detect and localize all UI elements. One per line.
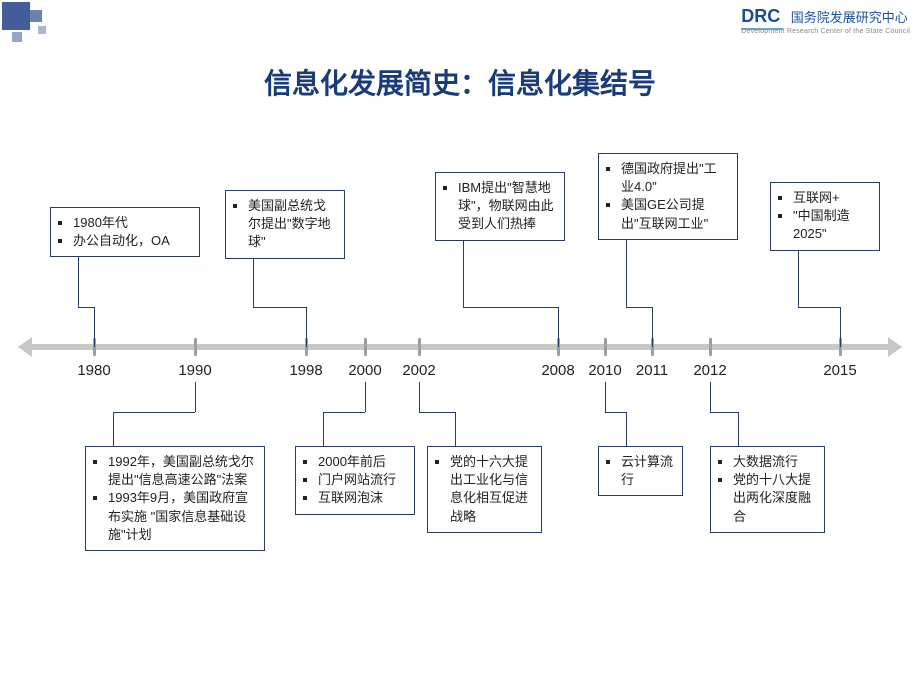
connector [798,251,799,307]
timeline-tick-label: 2010 [588,362,621,379]
event-item: 1993年9月，美国政府宣布实施 "国家信息基础设施"计划 [108,489,256,544]
event-item: 互联网泡沫 [318,489,406,507]
timeline-tick [194,338,197,356]
connector [455,412,456,446]
event-box: 党的十六大提出工业化与信息化相互促进战略 [427,446,542,533]
event-box: 大数据流行党的十八大提出两化深度融合 [710,446,825,533]
connector [323,412,365,413]
timeline-tick-label: 1998 [289,362,322,379]
event-box: 德国政府提出"工业4.0"美国GE公司提出"互联网工业" [598,153,738,240]
event-box: 1980年代办公自动化，OA [50,207,200,257]
logo-cn: 国务院发展研究中心 [791,7,908,26]
connector [463,307,558,308]
event-item: 德国政府提出"工业4.0" [621,160,729,196]
connector [253,259,254,307]
connector [738,412,739,446]
timeline-tick-label: 1990 [178,362,211,379]
connector [323,412,324,446]
timeline-tick [604,338,607,356]
event-item: 美国GE公司提出"互联网工业" [621,196,729,232]
timeline-tick-label: 2011 [636,362,668,379]
event-box: 云计算流行 [598,446,683,496]
event-box: IBM提出"智慧地球"，物联网由此受到人们热捧 [435,172,565,241]
connector [365,382,366,412]
event-item: 党的十六大提出工业化与信息化相互促进战略 [450,453,533,526]
event-item: 互联网+ [793,189,871,207]
connector [463,241,464,307]
timeline-tick [418,338,421,356]
connector [94,307,95,347]
event-box: 1992年，美国副总统戈尔提出"信息高速公路"法案1993年9月，美国政府宣布实… [85,446,265,551]
connector [78,257,79,307]
connector [626,307,652,308]
timeline-tick-label: 2000 [348,362,381,379]
event-box: 2000年前后门户网站流行互联网泡沫 [295,446,415,515]
connector [626,412,627,446]
connector [253,307,306,308]
connector [626,240,627,307]
connector [419,382,420,412]
slide-title: 信息化发展简史：信息化集结号 [0,62,920,102]
logo-abbr: DRC [741,6,780,27]
timeline-tick-label: 2002 [402,362,435,379]
connector [710,412,738,413]
drc-logo: DRC 国务院发展研究中心 Development Research Cente… [741,6,910,35]
event-item: 门户网站流行 [318,471,406,489]
timeline-tick-label: 1980 [77,362,110,379]
event-item: IBM提出"智慧地球"，物联网由此受到人们热捧 [458,179,556,234]
event-box: 美国副总统戈尔提出"数字地球" [225,190,345,259]
connector [558,307,559,347]
event-item: 1992年，美国副总统戈尔提出"信息高速公路"法案 [108,453,256,489]
event-item: 云计算流行 [621,453,674,489]
axis-arrow-right [888,337,902,357]
connector [840,307,841,347]
connector [195,382,196,412]
event-item: 2000年前后 [318,453,406,471]
connector [798,307,840,308]
event-item: 党的十八大提出两化深度融合 [733,471,816,526]
connector [306,307,307,347]
connector [605,412,626,413]
connector [710,382,711,412]
event-item: 1980年代 [73,214,191,232]
connector [652,307,653,347]
timeline-tick-label: 2015 [823,362,856,379]
event-item: 办公自动化，OA [73,232,191,250]
timeline-tick-label: 2008 [541,362,574,379]
connector [605,382,606,412]
event-item: 大数据流行 [733,453,816,471]
connector [78,307,94,308]
timeline-tick-label: 2012 [693,362,726,379]
connector [113,412,195,413]
timeline-axis [30,344,890,350]
timeline-tick [364,338,367,356]
event-item: "中国制造2025" [793,207,871,243]
logo-en: Development Research Center of the State… [741,28,910,35]
connector [113,412,114,446]
timeline-tick [709,338,712,356]
event-item: 美国副总统戈尔提出"数字地球" [248,197,336,252]
event-box: 互联网+"中国制造2025" [770,182,880,251]
connector [419,412,455,413]
